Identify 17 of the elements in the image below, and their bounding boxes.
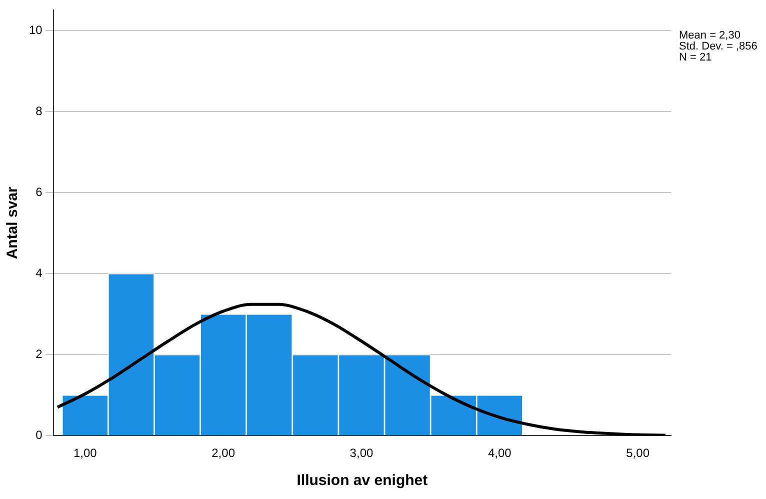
y-tick-label: 0 — [36, 428, 43, 442]
x-tick-label: 2,00 — [212, 446, 236, 460]
x-tick-label: 3,00 — [350, 446, 374, 460]
text: Mean = 2,30 — [679, 30, 740, 42]
x-tick-label: 5,00 — [626, 446, 650, 460]
x-tick-label: 1,00 — [73, 446, 98, 460]
x-tick-label: 4,00 — [488, 446, 512, 460]
y-tick-label: 6 — [36, 184, 43, 199]
x-axis-title: Illusion av enighet — [296, 472, 428, 490]
y-axis-title: Antal svar — [4, 186, 22, 260]
text: N = 21 — [679, 52, 712, 64]
y-tick-label: 8 — [36, 104, 43, 118]
y-tick-label: 10 — [28, 22, 43, 37]
y-tick-label: 4 — [36, 266, 43, 280]
text: Std. Dev. = ,856 — [679, 40, 758, 53]
y-tick-label: 2 — [36, 346, 43, 361]
line-series — [56, 302, 667, 436]
